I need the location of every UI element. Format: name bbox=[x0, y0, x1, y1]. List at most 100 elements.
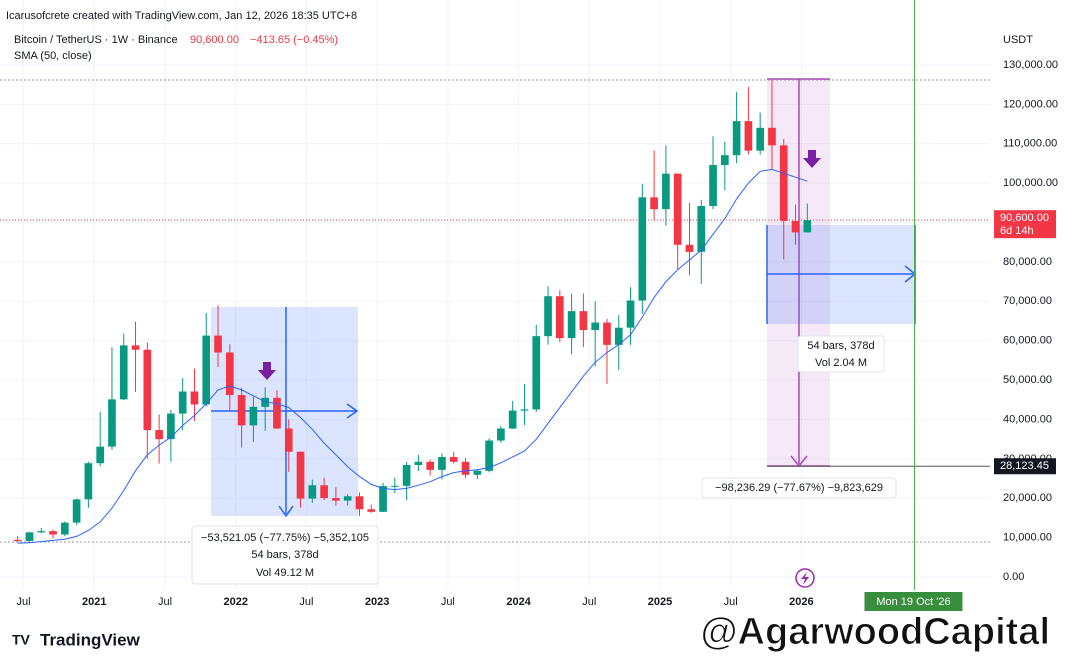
measure-change: −53,521.05 (−77.75%) −5,352,105 bbox=[201, 532, 369, 544]
candle-body bbox=[60, 522, 69, 535]
candle-body bbox=[131, 345, 140, 350]
candle-body bbox=[261, 397, 270, 407]
y-tick-label: 60,000.00 bbox=[1003, 335, 1052, 347]
watermark: @AgarwoodCapital bbox=[700, 611, 1050, 653]
candle-body bbox=[791, 220, 800, 233]
y-tick-label: 40,000.00 bbox=[1003, 413, 1052, 425]
candle-body bbox=[343, 496, 352, 501]
x-tick-label: 2022 bbox=[223, 596, 247, 608]
y-tick-label: 70,000.00 bbox=[1003, 295, 1052, 307]
candle-body bbox=[508, 410, 517, 429]
candle-body bbox=[438, 457, 446, 470]
x-tick-label: Jul bbox=[299, 596, 313, 608]
candle-body bbox=[626, 300, 635, 328]
candle-body bbox=[167, 413, 175, 440]
x-tick-label: Jul bbox=[582, 596, 596, 608]
change: −413.65 (−0.45%) bbox=[250, 34, 338, 46]
candle-body bbox=[650, 197, 658, 210]
candle-body bbox=[497, 428, 505, 441]
y-unit: USDT bbox=[1003, 34, 1033, 46]
x-tick-label: 2026 bbox=[789, 596, 813, 608]
candle-body bbox=[485, 440, 493, 471]
candle-body bbox=[473, 470, 482, 475]
plot bbox=[0, 0, 990, 590]
candle-body bbox=[390, 485, 399, 487]
candle-body bbox=[379, 486, 387, 512]
x-tick-label: Jul bbox=[724, 596, 738, 608]
candle-body bbox=[249, 406, 258, 426]
symbol: Bitcoin / TetherUS · 1W · Binance bbox=[14, 34, 178, 46]
sma-line bbox=[17, 168, 808, 544]
candle-body bbox=[426, 461, 435, 470]
x-tick-label: 2025 bbox=[648, 596, 672, 608]
candle-body bbox=[25, 532, 34, 542]
candle-body bbox=[673, 173, 682, 245]
y-tick-label: 50,000.00 bbox=[1003, 374, 1052, 386]
candle-body bbox=[143, 349, 152, 431]
candle-body bbox=[178, 391, 187, 414]
attribution: Icarusofcrete created with TradingView.c… bbox=[6, 10, 357, 22]
candle-body bbox=[367, 509, 376, 512]
candle-body bbox=[332, 498, 340, 501]
measure-bars: 54 bars, 378d bbox=[807, 340, 874, 352]
alert-icon[interactable] bbox=[795, 568, 815, 588]
candle-body bbox=[614, 327, 623, 345]
candle-body bbox=[709, 165, 717, 206]
candle-body bbox=[296, 451, 305, 499]
candle-body bbox=[461, 461, 470, 475]
x-tick-label: Jul bbox=[158, 596, 172, 608]
candle-body bbox=[567, 311, 576, 339]
y-tick-label: 10,000.00 bbox=[1003, 532, 1052, 544]
y-tick-label: 0.00 bbox=[1003, 571, 1024, 583]
down-arrow-icon bbox=[258, 362, 276, 380]
x-tick-label: Jul bbox=[441, 596, 455, 608]
last-price-tag bbox=[994, 210, 1056, 239]
indicator-legend: SMA (50, close) bbox=[14, 50, 92, 62]
level-tag bbox=[994, 458, 1056, 475]
y-tick-label: 20,000.00 bbox=[1003, 492, 1052, 504]
date-tag bbox=[864, 592, 963, 611]
alert-icon-bolt bbox=[801, 572, 809, 585]
candle-body bbox=[697, 205, 706, 252]
y-tick-label: 130,000.00 bbox=[1003, 59, 1058, 71]
y-tick-label: 120,000.00 bbox=[1003, 98, 1058, 110]
candle-body bbox=[662, 173, 670, 210]
candle-body bbox=[49, 531, 57, 535]
candle-body bbox=[284, 428, 293, 452]
logo: TradingView bbox=[40, 630, 141, 649]
grid bbox=[0, 0, 990, 590]
y-tick-label: 100,000.00 bbox=[1003, 177, 1058, 189]
measure-bars: 54 bars, 378d bbox=[251, 549, 318, 561]
y-tick-label: 110,000.00 bbox=[1003, 138, 1057, 150]
measure-change: −98,236.29 (−77.67%) −9,823,629 bbox=[715, 482, 883, 494]
candle-body bbox=[744, 121, 753, 151]
level-label: 28,123.45 bbox=[1000, 460, 1049, 472]
x-tick-label: 2021 bbox=[82, 596, 106, 608]
candle-body bbox=[155, 430, 163, 440]
countdown-label: 6d 14h bbox=[1000, 225, 1034, 237]
candle-body bbox=[308, 485, 317, 499]
candle-body bbox=[84, 463, 93, 500]
measure-arrowhead bbox=[278, 505, 294, 518]
candle-body bbox=[449, 457, 458, 462]
last-price-label: 90,600.00 bbox=[1000, 212, 1049, 224]
measure-arrowhead bbox=[346, 403, 359, 419]
candle-body bbox=[414, 461, 423, 465]
candle-body bbox=[37, 531, 46, 533]
measure-label-box bbox=[701, 477, 897, 499]
candle-body bbox=[756, 127, 765, 151]
candle-body bbox=[13, 539, 22, 542]
candle-body bbox=[320, 485, 328, 499]
measure-label-box bbox=[191, 525, 379, 585]
candle-body bbox=[225, 352, 234, 396]
candle-body bbox=[202, 335, 211, 405]
x-tick-label: 2023 bbox=[365, 596, 389, 608]
candle-body bbox=[544, 296, 552, 337]
candle-body bbox=[803, 220, 812, 233]
date-label: Mon 19 Oct '26 bbox=[876, 596, 950, 608]
candle-body bbox=[555, 296, 564, 339]
candle-body bbox=[96, 446, 105, 464]
candle-body bbox=[685, 244, 694, 252]
measure-volume: Vol 2.04 M bbox=[815, 357, 867, 369]
